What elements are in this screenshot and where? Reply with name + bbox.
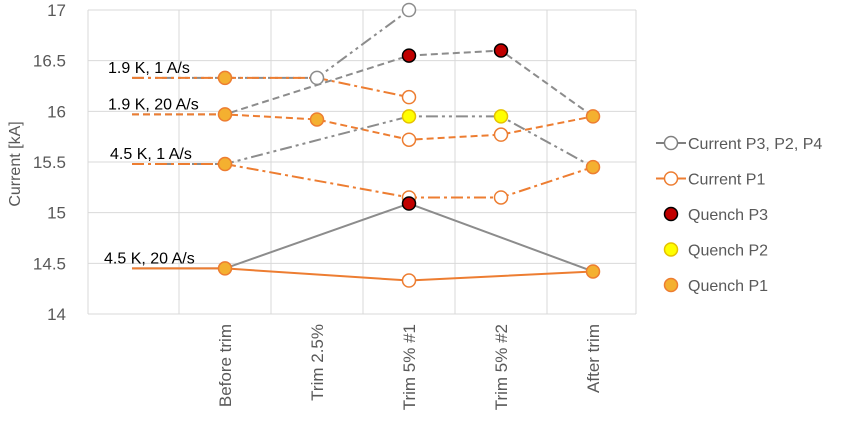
y-axis-ticks: 14 14.5 15 15.5 16 16.5 17 <box>33 1 66 324</box>
x-tick-label: After trim <box>584 324 603 393</box>
data-point-1-0 <box>217 70 233 86</box>
data-point-4-2 <box>401 109 417 124</box>
data-point-3-4 <box>585 109 601 124</box>
x-tick-label: Before trim <box>216 324 235 407</box>
data-point-5-0 <box>217 156 233 172</box>
series-line-7 <box>132 267 594 282</box>
y-tick-label: 14 <box>47 305 66 324</box>
data-point-2-2 <box>401 48 417 63</box>
legend-marker <box>663 242 679 257</box>
series-line-3 <box>132 113 594 141</box>
legend-item-2: Quench P3 <box>663 206 768 224</box>
annotation-label: 4.5 K, 1 A/s <box>110 146 192 163</box>
annotations: 1.9 K, 1 A/s 1.9 K, 20 A/s 4.5 K, 1 A/s 4.5… <box>104 60 199 268</box>
legend-marker <box>663 277 679 293</box>
legend-item-0: Current P3, P2, P4 <box>656 135 822 153</box>
data-point-4-3 <box>493 109 509 124</box>
legend-item-3: Quench P2 <box>663 242 768 260</box>
data-point-1-2 <box>401 89 417 105</box>
data-point-7-4 <box>585 264 601 279</box>
data-point-3-1 <box>309 112 325 127</box>
legend-marker <box>663 206 679 222</box>
legend-label: Quench P3 <box>688 207 768 224</box>
x-tick-label: Trim 2.5% <box>308 324 327 401</box>
annotation-label: 4.5 K, 20 A/s <box>104 250 195 267</box>
data-point-3-2 <box>401 132 417 147</box>
annotation-label: 1.9 K, 20 A/s <box>108 96 199 113</box>
y-axis-title: Current [kA] <box>7 121 24 206</box>
data-point-5-3 <box>493 190 509 205</box>
series-line-1 <box>132 76 410 99</box>
data-point-7-0 <box>217 261 233 276</box>
data-point-0-1 <box>309 70 325 86</box>
data-point-5-4 <box>585 159 601 175</box>
annotation-label: 1.9 K, 1 A/s <box>108 60 190 77</box>
legend-marker <box>663 171 679 186</box>
y-tick-label: 15.5 <box>33 153 66 172</box>
markers <box>217 2 601 288</box>
data-point-0-2 <box>401 2 417 18</box>
data-point-3-0 <box>217 107 233 122</box>
data-point-7-2 <box>401 273 417 288</box>
legend-item-4: Quench P1 <box>663 277 768 295</box>
y-tick-label: 16 <box>47 102 66 121</box>
y-tick-label: 17 <box>47 1 66 20</box>
legend-item-1: Current P1 <box>656 171 765 189</box>
y-tick-label: 14.5 <box>33 254 66 273</box>
data-point-3-3 <box>493 127 509 142</box>
y-tick-label: 16.5 <box>33 52 66 71</box>
grid <box>87 9 637 315</box>
data-point-2-3 <box>493 43 509 58</box>
x-tick-label: Trim 5% #1 <box>400 324 419 410</box>
legend-label: Quench P1 <box>688 278 768 295</box>
legend: Current P3, P2, P4 Current P1 Quench P3 Que… <box>656 135 822 295</box>
legend-label: Quench P2 <box>688 243 768 260</box>
legend-marker <box>663 135 679 151</box>
data-point-6-2 <box>401 196 417 211</box>
legend-label: Current P3, P2, P4 <box>688 136 822 153</box>
legend-label: Current P1 <box>688 172 765 189</box>
x-tick-label: Trim 5% #2 <box>492 324 511 410</box>
y-tick-label: 15 <box>47 204 66 223</box>
x-axis-ticks: Before trim Trim 2.5% Trim 5% #1 Trim 5% #2… <box>216 324 603 410</box>
